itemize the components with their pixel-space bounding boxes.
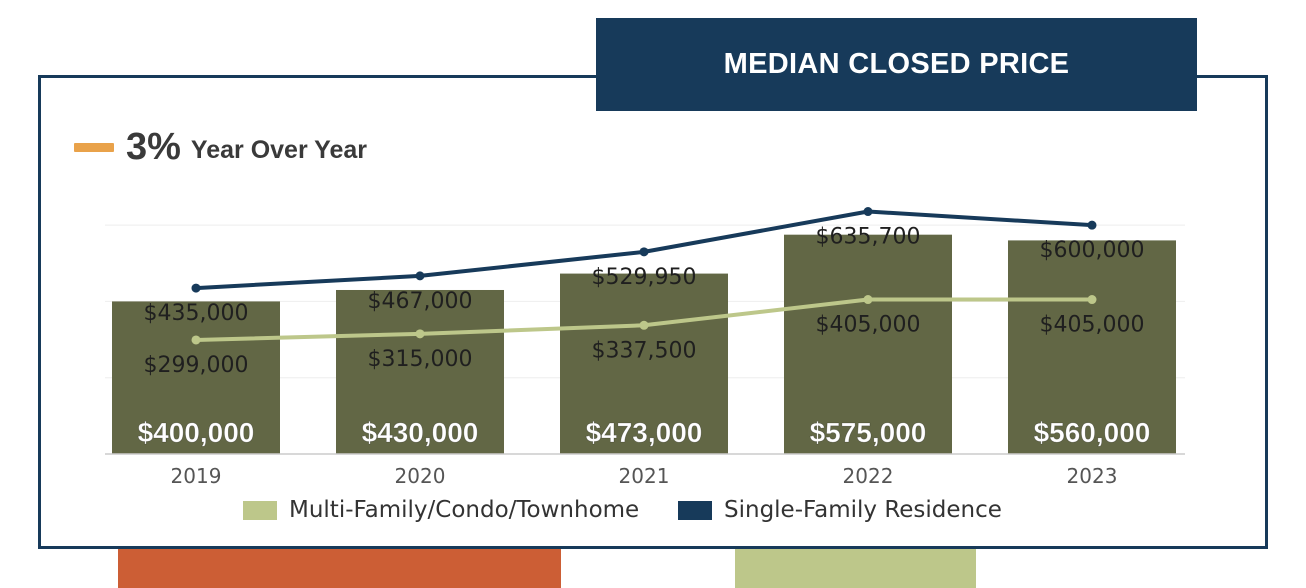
yoy-value: 3% bbox=[126, 125, 181, 168]
multi-family-data-label: $337,500 bbox=[592, 338, 697, 363]
single-family-data-label: $529,950 bbox=[592, 265, 697, 290]
x-tick-label: 2021 bbox=[619, 464, 670, 488]
bar-value-label: $430,000 bbox=[362, 417, 479, 448]
single-family-data-label: $600,000 bbox=[1040, 238, 1145, 263]
x-tick-label: 2022 bbox=[843, 464, 894, 488]
single-family-point bbox=[415, 271, 425, 281]
single-family-point bbox=[1087, 220, 1097, 230]
green-footer-block bbox=[735, 545, 976, 588]
yoy-dash-icon bbox=[74, 142, 114, 152]
x-tick-label: 2023 bbox=[1067, 464, 1118, 488]
multi-family-point bbox=[415, 329, 425, 339]
single-family-data-label: $467,000 bbox=[368, 289, 473, 314]
legend-label-single-family: Single-Family Residence bbox=[724, 497, 1002, 523]
bar-value-label: $575,000 bbox=[810, 417, 927, 448]
yoy-label: Year Over Year bbox=[190, 135, 368, 164]
bar-value-label: $560,000 bbox=[1034, 417, 1151, 448]
multi-family-data-label: $315,000 bbox=[368, 347, 473, 372]
multi-family-data-label: $405,000 bbox=[816, 313, 921, 338]
bar bbox=[336, 289, 504, 454]
chart-title: MEDIAN CLOSED PRICE bbox=[596, 18, 1197, 111]
legend-swatch-multi-family bbox=[243, 500, 277, 520]
multi-family-point bbox=[863, 295, 873, 305]
bar bbox=[112, 301, 280, 454]
single-family-point bbox=[191, 283, 201, 293]
single-family-data-label: $635,700 bbox=[816, 225, 921, 250]
x-tick-label: 2019 bbox=[171, 464, 222, 488]
multi-family-point bbox=[1087, 295, 1097, 305]
single-family-point bbox=[639, 247, 649, 257]
multi-family-point bbox=[639, 320, 649, 330]
legend-item-multi-family: Multi-Family/Condo/Townhome bbox=[243, 497, 639, 523]
multi-family-data-label: $299,000 bbox=[144, 353, 249, 378]
legend-item-single-family: Single-Family Residence bbox=[678, 497, 1002, 523]
multi-family-data-label: $405,000 bbox=[1040, 313, 1145, 338]
legend-swatch-single-family bbox=[678, 500, 712, 520]
single-family-data-label: $435,000 bbox=[144, 301, 249, 326]
bar-value-label: $400,000 bbox=[138, 417, 255, 448]
multi-family-point bbox=[191, 335, 201, 345]
single-family-point bbox=[863, 207, 873, 217]
bar-value-label: $473,000 bbox=[586, 417, 703, 448]
orange-footer-block bbox=[118, 545, 561, 588]
yoy-indicator: 3% Year Over Year bbox=[74, 122, 367, 172]
bar bbox=[784, 234, 952, 454]
legend-label-multi-family: Multi-Family/Condo/Townhome bbox=[289, 497, 640, 523]
x-tick-label: 2020 bbox=[395, 464, 446, 488]
bar bbox=[560, 273, 728, 454]
bar bbox=[1008, 240, 1176, 454]
